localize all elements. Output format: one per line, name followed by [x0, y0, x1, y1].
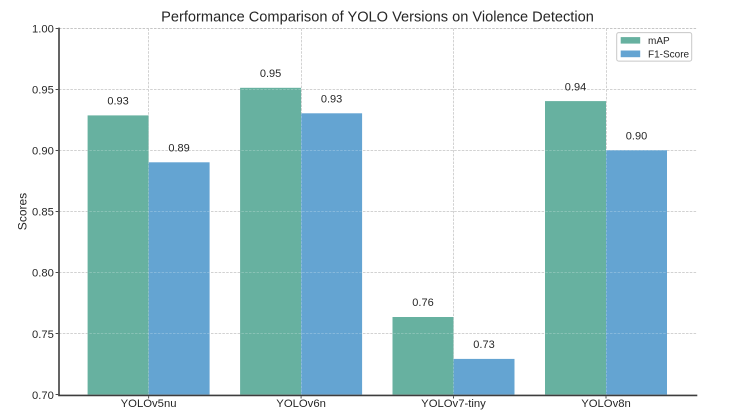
svg-text:0.80: 0.80	[32, 268, 54, 280]
svg-text:Scores: Scores	[16, 193, 30, 230]
svg-text:Performance Comparison of YOLO: Performance Comparison of YOLO Versions …	[161, 10, 594, 26]
svg-text:0.94: 0.94	[565, 81, 586, 93]
svg-text:YOLOv7-tiny: YOLOv7-tiny	[421, 398, 486, 410]
svg-text:0.76: 0.76	[412, 297, 433, 309]
svg-text:0.89: 0.89	[168, 143, 189, 155]
svg-text:F1-Score: F1-Score	[648, 49, 690, 60]
svg-text:0.93: 0.93	[321, 94, 342, 106]
svg-text:1.00: 1.00	[32, 24, 54, 36]
svg-text:0.95: 0.95	[32, 85, 54, 97]
svg-text:YOLOv5nu: YOLOv5nu	[121, 398, 177, 410]
svg-text:0.90: 0.90	[32, 146, 54, 158]
svg-text:0.73: 0.73	[473, 339, 494, 351]
svg-text:0.95: 0.95	[260, 68, 281, 80]
svg-text:0.90: 0.90	[626, 130, 647, 142]
svg-text:0.70: 0.70	[32, 390, 54, 402]
svg-text:YOLOv8n: YOLOv8n	[581, 398, 631, 410]
svg-text:mAP: mAP	[648, 36, 670, 47]
svg-text:0.75: 0.75	[32, 329, 54, 341]
svg-text:0.85: 0.85	[32, 207, 54, 219]
svg-text:YOLOv6n: YOLOv6n	[276, 398, 326, 410]
svg-text:0.93: 0.93	[107, 96, 128, 108]
